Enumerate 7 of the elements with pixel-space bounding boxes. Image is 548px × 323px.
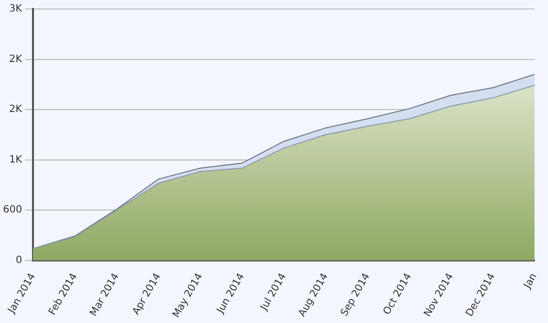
- y-tick-label: 0: [16, 254, 22, 266]
- y-tick-label: 600: [2, 204, 22, 216]
- y-tick-label: 2K: [9, 104, 23, 116]
- x-tick-label: Jan: [522, 272, 540, 292]
- y-tick-label: 2K: [9, 54, 23, 65]
- y-tick-label: 1K: [9, 154, 23, 166]
- y-tick-label: 3K: [9, 4, 23, 15]
